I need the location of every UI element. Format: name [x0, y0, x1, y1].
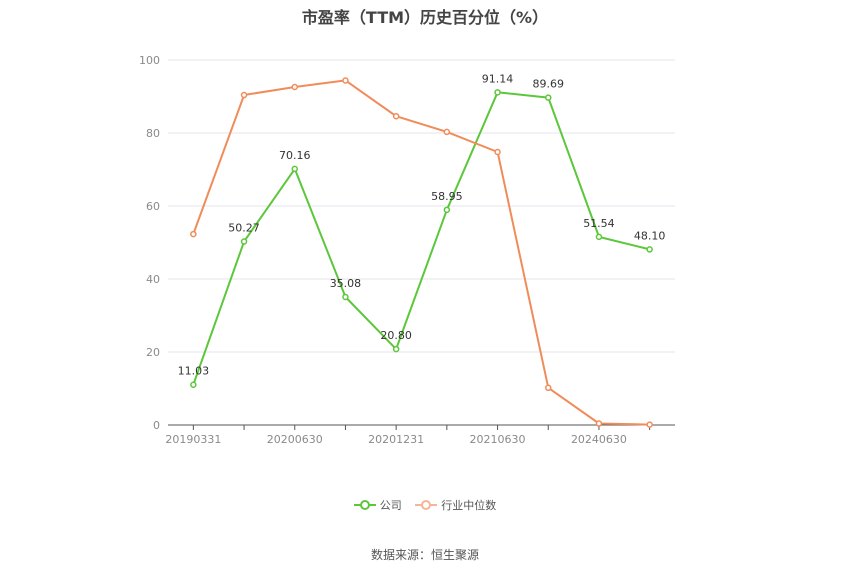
company-data-label: 20.80	[380, 329, 412, 342]
legend-industry-label: 行业中位数	[441, 499, 497, 512]
y-tick-label: 80	[146, 127, 160, 140]
y-tick-label: 60	[146, 200, 160, 213]
company-data-label: 35.08	[330, 277, 362, 290]
company-data-label: 91.14	[482, 72, 514, 85]
industry-point	[190, 230, 197, 238]
company-point	[595, 233, 603, 241]
company-point	[190, 381, 197, 388]
industry-line	[192, 79, 650, 426]
industry-point	[342, 77, 349, 84]
company-data-label: 89.69	[533, 78, 565, 91]
legend-company-swatch	[353, 499, 376, 511]
company-data-label: 50.27	[228, 222, 260, 235]
industry-point	[494, 148, 501, 156]
company-point	[494, 89, 501, 96]
x-tick-label: 20200630	[267, 433, 323, 446]
company-data-label: 11.03	[178, 365, 210, 378]
series	[190, 77, 653, 428]
company-point	[545, 94, 552, 101]
x-tick-label: 20190331	[165, 433, 221, 446]
gridlines	[168, 59, 675, 353]
chart-title: 市盈率（TTM）历史百分位（%）	[301, 8, 549, 27]
x-tick-label: 20210630	[470, 433, 526, 446]
industry-point	[392, 112, 400, 120]
industry-point	[443, 128, 451, 136]
legend-item-company[interactable]: 公司	[353, 497, 402, 513]
industry-point	[291, 83, 298, 91]
source-note: 数据来源：恒生聚源	[370, 548, 479, 562]
company-data-label: 58.95	[431, 190, 463, 203]
company-data-label: 48.10	[634, 229, 666, 242]
company-point	[443, 206, 451, 214]
industry-point	[646, 421, 653, 428]
company-point	[646, 246, 653, 253]
y-tick-label: 40	[146, 273, 160, 286]
legend: 公司 行业中位数	[0, 497, 850, 514]
company-data-label: 51.54	[583, 217, 615, 230]
x-tick-label: 20201231	[368, 433, 424, 446]
industry-point	[240, 91, 248, 99]
x-tick-label: 20240630	[571, 433, 627, 446]
y-tick-label: 20	[146, 346, 160, 359]
legend-item-industry[interactable]: 行业中位数	[415, 497, 496, 513]
company-data-label: 70.16	[279, 149, 311, 162]
data-labels: 11.03 50.27 70.16 35.08 20.80 58.95 91.14 89.69…	[178, 72, 666, 377]
company-line	[192, 91, 650, 386]
company-point	[240, 238, 248, 245]
company-point	[291, 165, 298, 173]
legend-industry-swatch	[415, 499, 438, 511]
y-tick-label: 0	[153, 419, 160, 432]
legend-company-label: 公司	[379, 499, 402, 512]
company-point	[392, 345, 400, 353]
company-point	[342, 293, 349, 301]
industry-point	[545, 384, 552, 392]
axes: 0 20 40 60 80 100 20190331 20200630 20201231 2021…	[139, 54, 675, 446]
industry-point	[595, 420, 603, 427]
y-tick-label: 100	[139, 54, 160, 67]
